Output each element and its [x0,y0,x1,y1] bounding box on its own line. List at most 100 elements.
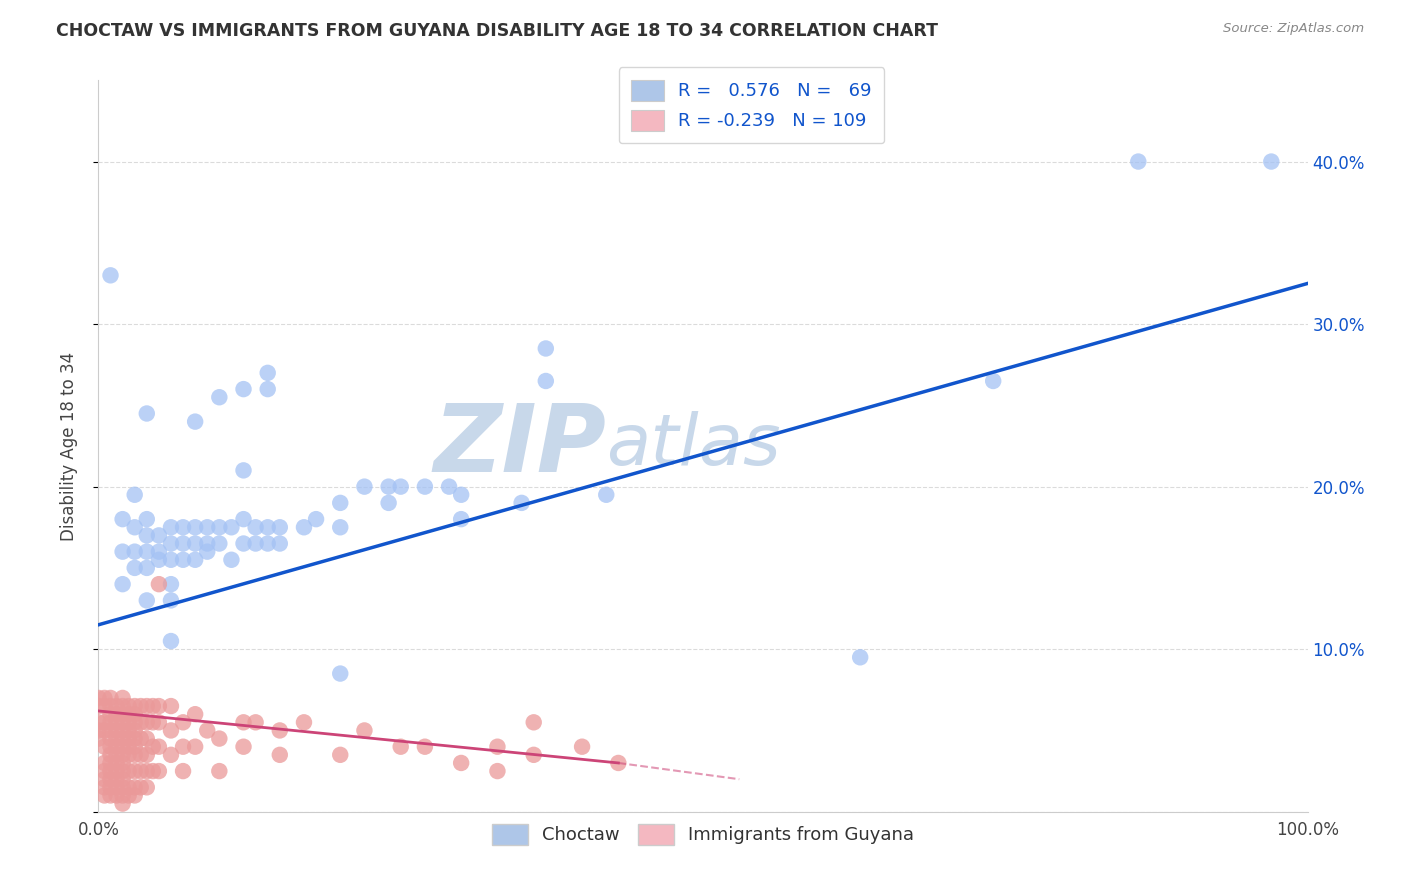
Point [148,764,170,778]
Point [124,739,146,754]
Point [232,536,254,550]
Point [118,723,141,738]
Point [389,480,412,494]
Text: ZIP: ZIP [433,400,606,492]
Point [184,739,207,754]
Point [93,690,115,705]
Point [184,707,207,722]
Point [124,764,146,778]
Point [172,553,194,567]
Point [232,715,254,730]
Point [124,561,146,575]
Point [208,731,231,746]
Point [510,496,533,510]
Point [111,739,134,754]
Point [172,739,194,754]
Point [208,536,231,550]
Point [111,707,134,722]
Point [124,780,146,795]
Y-axis label: Disability Age 18 to 34: Disability Age 18 to 34 [59,351,77,541]
Point [124,715,146,730]
Point [160,723,183,738]
Point [232,512,254,526]
Point [195,520,218,534]
Point [100,690,122,705]
Point [534,374,557,388]
Point [129,747,152,762]
Point [100,268,122,283]
Point [129,715,152,730]
Point [305,512,328,526]
Point [208,520,231,534]
Point [523,715,546,730]
Point [118,739,141,754]
Point [292,715,315,730]
Point [142,739,165,754]
Point [100,789,122,803]
Point [135,407,157,421]
Point [256,536,278,550]
Point [100,764,122,778]
Point [353,480,375,494]
Point [450,488,472,502]
Point [111,764,134,778]
Point [93,780,115,795]
Point [118,731,141,746]
Point [111,544,134,558]
Point [184,553,207,567]
Point [269,723,291,738]
Point [232,739,254,754]
Text: atlas: atlas [606,411,780,481]
Point [160,577,183,591]
Point [105,789,128,803]
Point [111,512,134,526]
Point [118,707,141,722]
Point [353,723,375,738]
Point [450,756,472,770]
Point [93,764,115,778]
Point [105,739,128,754]
Point [329,520,352,534]
Point [100,780,122,795]
Point [87,731,110,746]
Point [100,723,122,738]
Point [269,520,291,534]
Point [100,772,122,787]
Point [100,699,122,714]
Point [269,536,291,550]
Point [389,739,412,754]
Point [87,690,110,705]
Point [377,480,399,494]
Point [111,715,134,730]
Point [105,780,128,795]
Point [93,772,115,787]
Point [135,715,157,730]
Point [93,739,115,754]
Point [135,512,157,526]
Point [523,747,546,762]
Point [256,520,278,534]
Point [129,764,152,778]
Point [413,739,436,754]
Point [100,739,122,754]
Point [118,715,141,730]
Point [124,747,146,762]
Point [607,756,630,770]
Point [111,797,134,811]
Point [118,780,141,795]
Point [135,764,157,778]
Point [329,496,352,510]
Point [329,666,352,681]
Point [148,553,170,567]
Point [195,723,218,738]
Point [232,382,254,396]
Point [849,650,872,665]
Point [595,488,617,502]
Point [93,699,115,714]
Point [111,731,134,746]
Point [172,536,194,550]
Point [129,731,152,746]
Point [100,756,122,770]
Point [105,772,128,787]
Point [118,699,141,714]
